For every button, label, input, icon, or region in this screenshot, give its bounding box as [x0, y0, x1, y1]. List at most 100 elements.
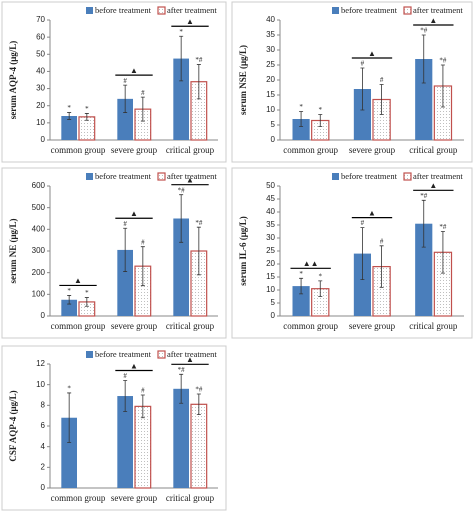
y-tick-label: 0: [41, 483, 46, 492]
y-tick-label: 0: [41, 311, 46, 320]
panel-border: [1, 345, 227, 511]
x-tick-label: severe group: [349, 321, 396, 331]
legend-swatch: [86, 351, 93, 358]
legend-label: before treatment: [341, 171, 398, 181]
bar: [117, 98, 133, 140]
error-bar: [123, 227, 128, 272]
comparison-label: ▲: [186, 17, 194, 26]
y-tick-label: 15: [266, 90, 275, 99]
panel-border: [1, 1, 227, 163]
error-bar: [123, 84, 128, 113]
bar: [292, 119, 310, 140]
x-tick-label: severe group: [349, 145, 396, 155]
bar: [173, 388, 189, 488]
y-tick-label: 0: [271, 135, 276, 144]
bar: [61, 299, 77, 316]
y-tick-label: 0: [41, 135, 46, 144]
y-tick-label: 25: [266, 60, 275, 69]
y-axis-label: serum NE (μg/L): [8, 218, 18, 283]
x-tick-label: common group: [283, 145, 338, 155]
significance-symbol: *: [299, 270, 303, 278]
significance-symbol: *#: [195, 219, 203, 227]
y-tick-label: 50: [36, 49, 45, 58]
error-bar: [379, 84, 384, 115]
error-bar: [421, 199, 426, 248]
legend-label: after treatment: [167, 349, 217, 359]
y-tick-label: 8: [41, 400, 46, 409]
legend-label: after treatment: [167, 5, 217, 15]
bar: [353, 89, 371, 140]
x-tick-label: common group: [51, 493, 106, 503]
x-tick-label: critical group: [166, 493, 215, 503]
bar: [190, 403, 208, 489]
error-bar: [299, 277, 304, 295]
legend-swatch: [157, 350, 166, 359]
comparison-label: ▲: [429, 181, 437, 190]
chart-panel: CSF AQP-4 (μg/L) 0 2 4 6 8 10 12 before treatmen…: [1, 345, 227, 511]
chart-panel: serum IL-6 (μg/L) 0 5 10 15 20 25 30 35 40 45 50 bef…: [231, 167, 473, 339]
bar: [415, 223, 433, 316]
y-tick-label: 35: [266, 220, 275, 229]
y-tick-label: 10: [36, 118, 45, 127]
significance-symbol: #: [380, 76, 384, 84]
y-tick-label: 20: [266, 75, 275, 84]
y-axis-label: CSF AQP-4 (μg/L): [8, 390, 18, 461]
significance-symbol: *: [179, 28, 183, 36]
significance-symbol: *#: [420, 192, 428, 200]
significance-symbol: *: [67, 385, 71, 393]
y-tick-label: 20: [36, 101, 45, 110]
legend-swatch: [332, 173, 339, 180]
y-tick-label: 60: [36, 32, 45, 41]
y-tick-label: 100: [32, 289, 46, 298]
bar: [117, 249, 133, 316]
y-tick-label: 4: [41, 442, 46, 451]
y-tick-label: 35: [266, 30, 275, 39]
legend-swatch: [86, 173, 93, 180]
x-tick-label: critical group: [166, 145, 215, 155]
y-tick-label: 10: [266, 285, 275, 294]
comparison-label: ▲: [429, 16, 437, 25]
y-tick-label: 2: [41, 462, 46, 471]
y-axis-label: serum IL-6 (μg/L): [238, 216, 248, 286]
error-bar: [140, 394, 145, 419]
panel-border: [231, 1, 473, 163]
error-bar: [440, 231, 445, 274]
significance-symbol: *#: [195, 56, 203, 64]
error-bar: [318, 280, 323, 297]
comparison-label: ▲: [130, 209, 138, 218]
error-bar: [140, 96, 145, 122]
y-tick-label: 6: [41, 421, 46, 430]
x-tick-label: critical group: [166, 321, 215, 331]
chart-panel: serum AQP-4 (μg/L) 0 10 20 30 40 50 60 70 before …: [1, 1, 227, 163]
significance-symbol: *: [319, 106, 323, 114]
comparison-label: ▲▲: [303, 259, 319, 268]
comparison-label: ▲: [186, 175, 194, 184]
y-tick-label: 30: [266, 45, 275, 54]
legend-label: before treatment: [95, 171, 152, 181]
bar: [173, 218, 189, 316]
y-tick-label: 300: [32, 246, 46, 255]
y-tick-label: 5: [271, 298, 276, 307]
y-tick-label: 600: [32, 181, 46, 190]
y-tick-label: 40: [266, 207, 275, 216]
error-bar: [179, 194, 184, 243]
y-tick-label: 30: [36, 84, 45, 93]
bar: [353, 253, 371, 316]
panel-border: [231, 167, 473, 339]
error-bar: [421, 34, 426, 84]
error-bar: [179, 35, 184, 82]
y-tick-label: 25: [266, 246, 275, 255]
significance-symbol: *#: [178, 186, 186, 194]
legend-swatch: [86, 7, 93, 14]
y-tick-label: 500: [32, 203, 46, 212]
error-bar: [299, 111, 304, 127]
significance-symbol: *: [85, 289, 89, 297]
bar: [134, 405, 152, 489]
y-axis-label: serum NSE (μg/L): [238, 45, 248, 115]
error-bar: [84, 113, 89, 121]
significance-symbol: *: [85, 105, 89, 113]
y-tick-label: 10: [266, 105, 275, 114]
error-bar: [67, 112, 72, 120]
bar: [61, 116, 77, 140]
